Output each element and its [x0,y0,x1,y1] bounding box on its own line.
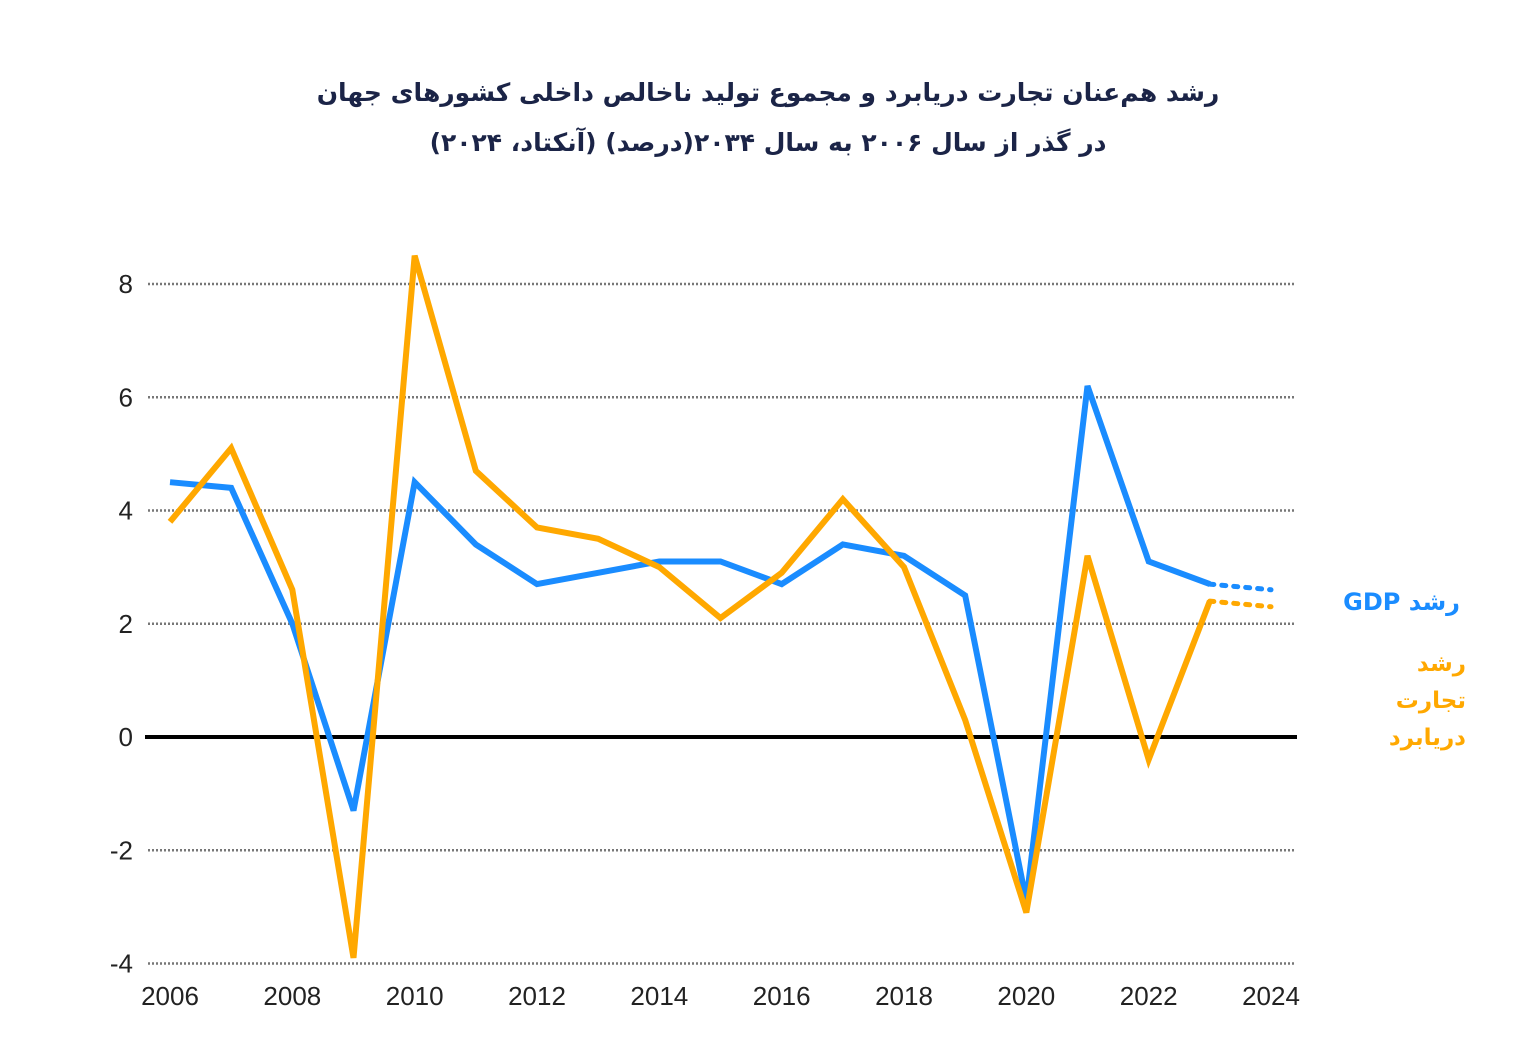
series-projection-gdp [1207,581,1274,593]
x-tick-label: 2012 [508,981,566,1011]
y-tick-label: -4 [110,949,133,979]
series-line-trade [167,254,1213,959]
legend-trade-line1: رشد [1416,651,1466,677]
legend-trade-line3: دریابرد [1388,725,1466,751]
y-tick-label: 0 [119,722,133,752]
series-line-gdp [169,384,1211,902]
x-tick-label: 2022 [1120,981,1178,1011]
x-tick-label: 2006 [141,981,199,1011]
x-tick-label: 2018 [875,981,933,1011]
y-tick-label: 2 [119,609,133,639]
legend-trade: رشد تجارت دریابرد [1360,646,1466,757]
y-tick-label: -2 [110,835,133,865]
y-tick-label: 6 [119,382,133,412]
x-tick-label: 2008 [263,981,321,1011]
legend-trade-line2: تجارت [1395,688,1466,714]
chart-subtitle: در گذر از سال ۲۰۰۶ به سال ۲۰۳۴(درصد) (آن… [429,128,1107,157]
legend-gdp-label: رشد GDP [1343,588,1460,616]
x-tick-label: 2016 [753,981,811,1011]
x-tick-label: 2020 [997,981,1055,1011]
y-tick-label: 8 [119,269,133,299]
x-tick-label: 2024 [1242,981,1300,1011]
y-tick-label: 4 [119,496,133,526]
x-tick-label: 2010 [386,981,444,1011]
series-projection-trade [1207,598,1274,610]
legend-gdp: رشد GDP [1330,588,1460,616]
chart-title: رشد هم‌عنان تجارت دریابرد و مجموع تولید … [316,78,1220,107]
x-tick-label: 2014 [630,981,688,1011]
